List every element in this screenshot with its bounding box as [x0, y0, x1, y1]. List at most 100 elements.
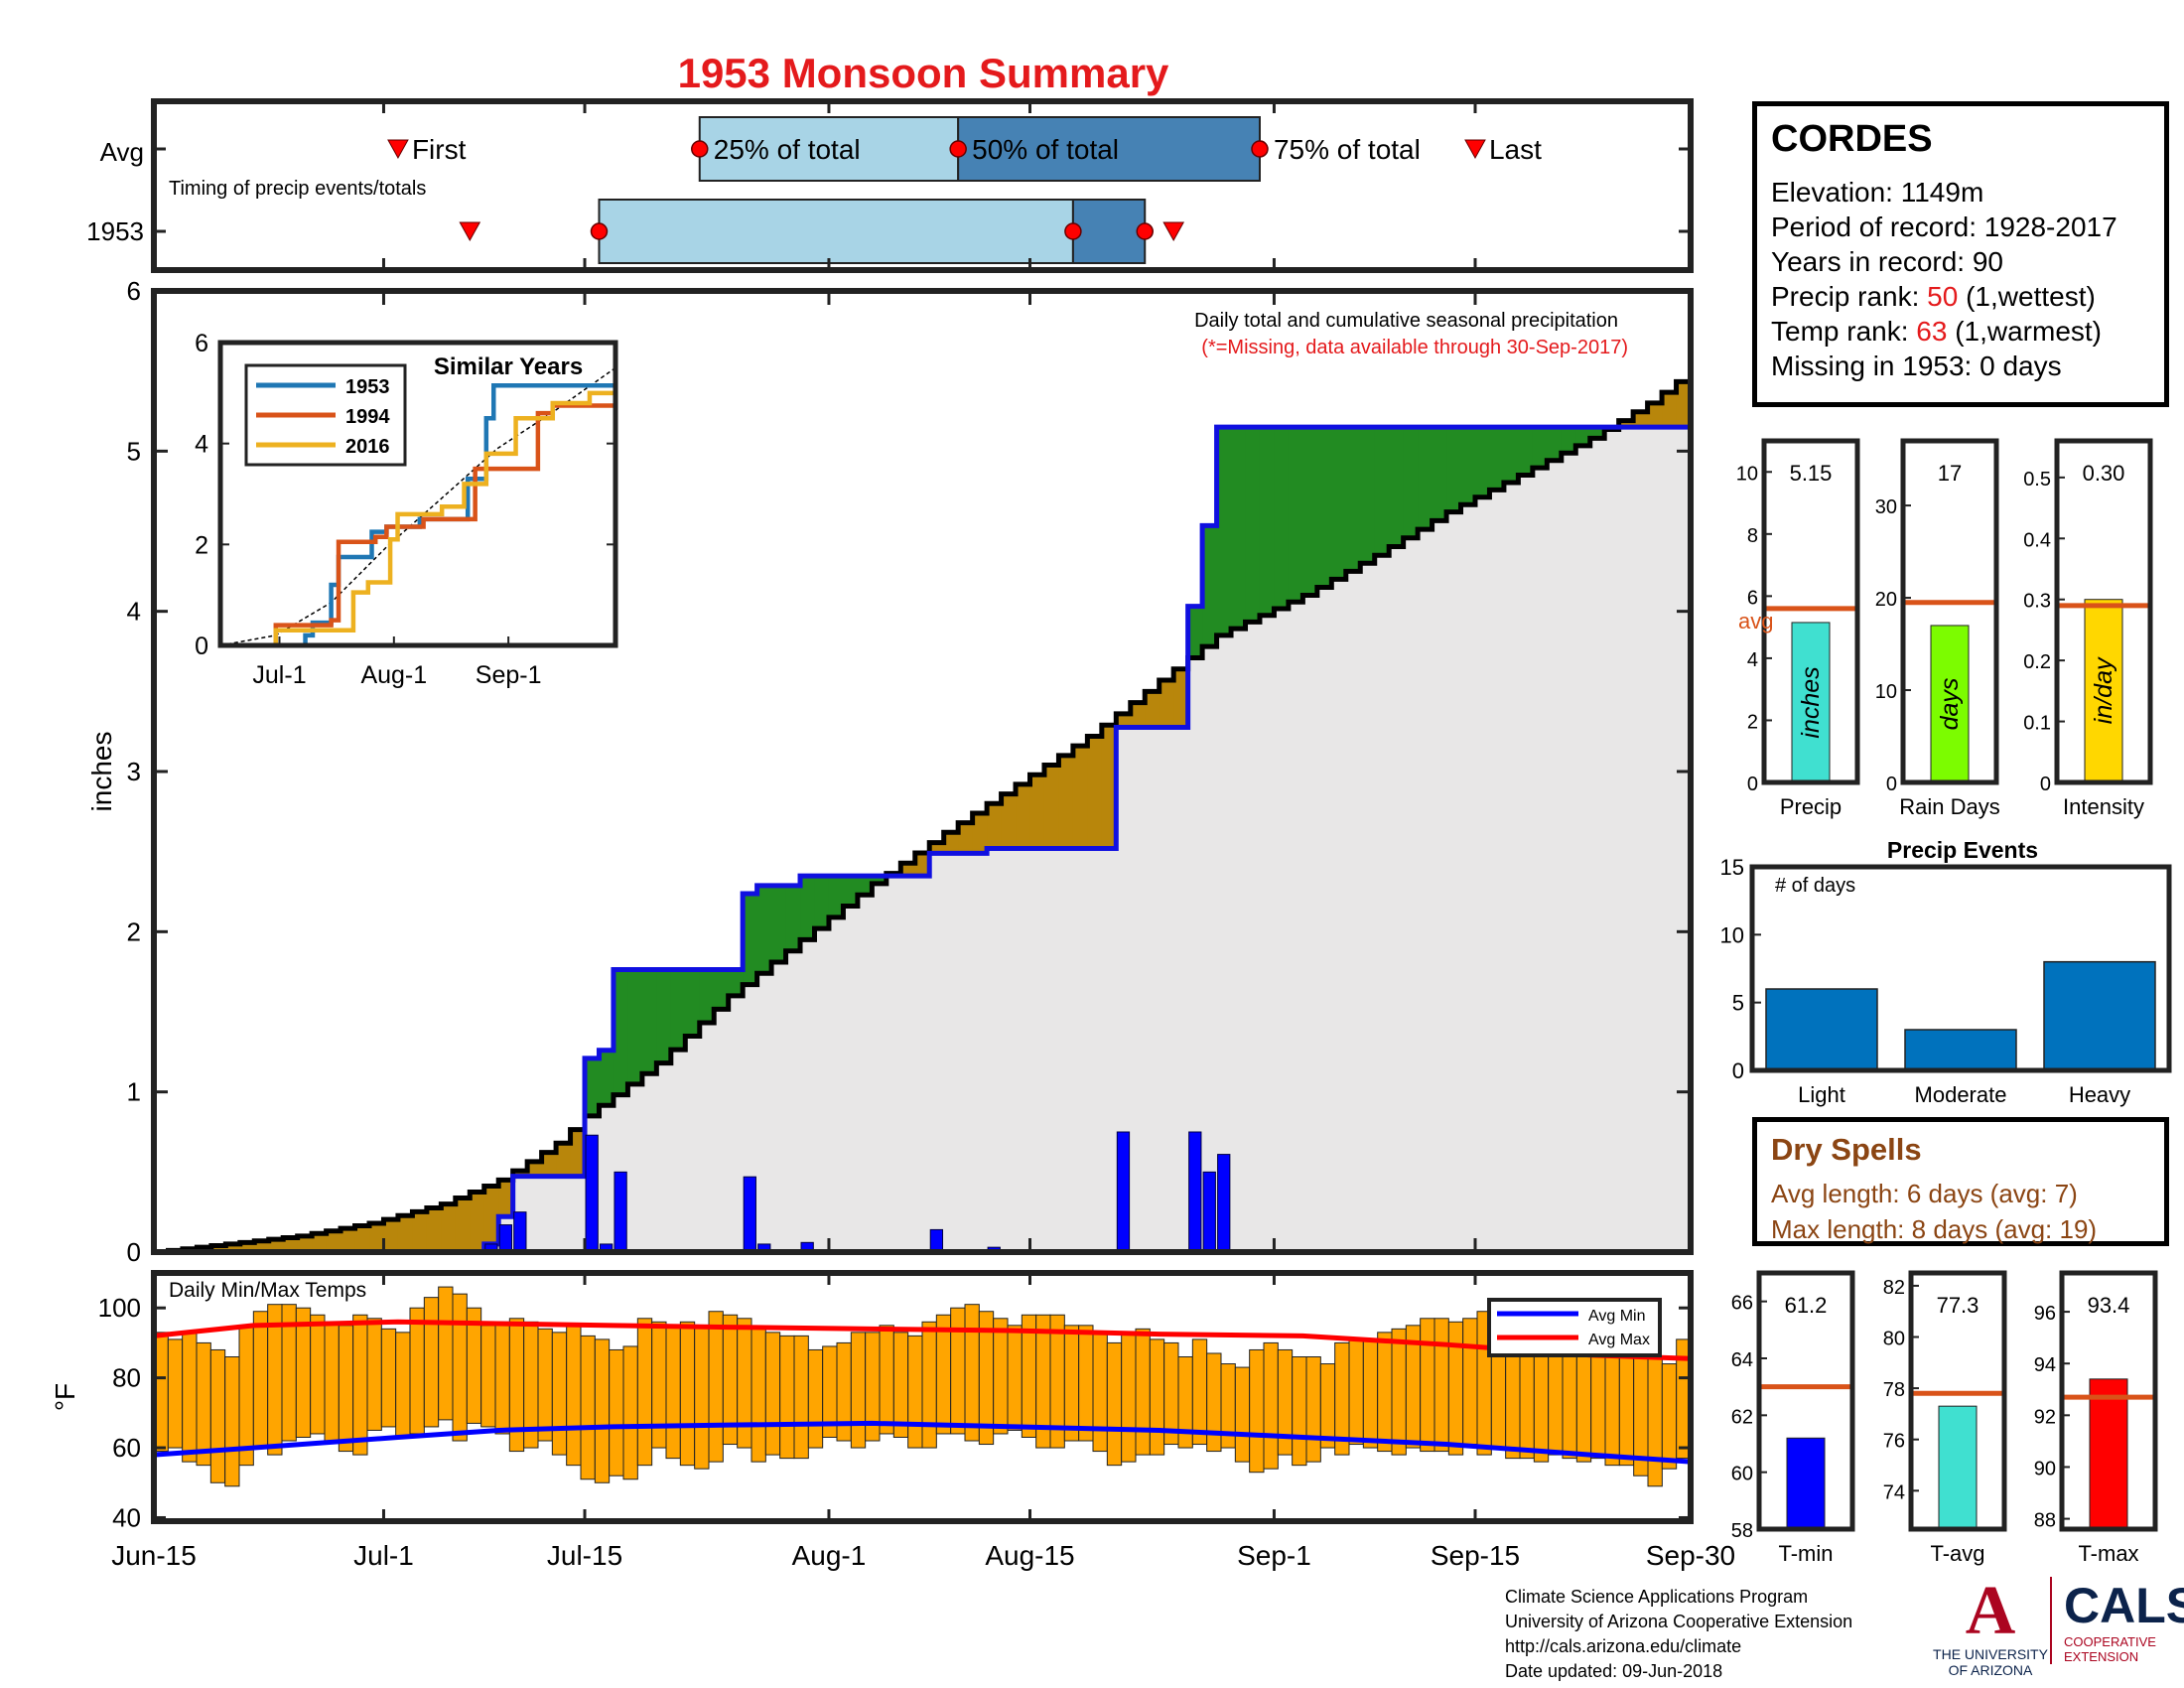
daily-temp-bar	[850, 1332, 867, 1449]
daily-temp-bar	[338, 1325, 354, 1453]
ua-logo-line-2: OF ARIZONA	[1948, 1662, 2033, 1678]
daily-temp-bar	[409, 1307, 425, 1435]
daily-precip-bar	[498, 1224, 513, 1253]
date-axis-tick-label: Jul-1	[353, 1540, 414, 1571]
tavg-frame	[1908, 1270, 2007, 1532]
wetter-than-avg-fill	[699, 969, 715, 1023]
daily-temp-bar	[1377, 1332, 1393, 1453]
tmin-ytick-label: 58	[1731, 1520, 1753, 1542]
cals-logo-line-1: COOPERATIVE	[2064, 1634, 2156, 1649]
credits-line-3[interactable]: http://cals.arizona.edu/climate	[1505, 1636, 1742, 1656]
daily-temp-bar	[921, 1321, 937, 1449]
daily-precip-bar	[743, 1176, 756, 1253]
inset-series-2016	[220, 367, 618, 648]
temps-ylabel: °F	[50, 1383, 80, 1411]
tavg-ytick-label: 76	[1883, 1431, 1905, 1453]
daily-temp-bar	[1433, 1318, 1449, 1453]
year-p25-marker	[590, 222, 609, 240]
daily-temp-bar	[580, 1335, 596, 1480]
events-category-label-light: Light	[1798, 1082, 1845, 1107]
drier-than-avg-fill	[470, 1192, 485, 1252]
wetter-than-avg-fill	[1518, 427, 1534, 476]
wetter-than-avg-fill	[714, 969, 730, 1010]
university-of-arizona-logo[interactable]: A THE UNIVERSITY OF ARIZONA	[1926, 1577, 2055, 1679]
events-bar-moderate	[1904, 1029, 2017, 1071]
drier-than-avg-fill	[1159, 680, 1174, 728]
tmin-bar	[1786, 1437, 1826, 1530]
tavg-ytick-label: 80	[1883, 1329, 1905, 1350]
drier-than-avg-fill	[914, 852, 930, 877]
drier-than-avg-fill	[1072, 746, 1088, 849]
precip-value-label: 5.15	[1790, 461, 1833, 486]
daily-precip-bar	[1116, 1131, 1131, 1253]
wetter-than-avg-fill	[1418, 427, 1433, 530]
credits-line-2: University of Arizona Cooperative Extens…	[1505, 1612, 1853, 1631]
daily-temp-bar	[423, 1297, 440, 1428]
temps-marks: 40 60 80 100	[98, 1273, 1693, 1532]
drier-than-avg-fill	[455, 1197, 471, 1252]
daily-temp-bar	[907, 1335, 923, 1449]
wetter-than-avg-fill	[1259, 427, 1276, 616]
inset-xtick-label: Aug-1	[360, 661, 427, 689]
wetter-than-avg-fill	[613, 969, 629, 1095]
drier-than-avg-fill	[1145, 691, 1160, 728]
cals-logo[interactable]: CALS COOPERATIVE EXTENSION	[2050, 1577, 2184, 1664]
daily-temp-bar	[737, 1318, 752, 1449]
daily-temp-bar	[935, 1314, 952, 1435]
drier-than-avg-fill	[527, 1161, 543, 1177]
credits-line-4: Date updated: 09-Jun-2018	[1505, 1661, 1723, 1681]
tmin-ytick-label: 62	[1731, 1406, 1753, 1428]
wetter-than-avg-fill	[1460, 427, 1476, 505]
temps-ytick-label: 80	[112, 1363, 141, 1393]
daily-temp-bar	[694, 1325, 710, 1470]
station-missing: Missing in 1953: 0 days	[1771, 351, 2062, 381]
drier-than-avg-fill	[1647, 402, 1663, 428]
inset-legend: 1953 1994 2016	[244, 363, 407, 467]
date-axis-tick-label: Sep-1	[1237, 1540, 1311, 1571]
drier-than-avg-fill	[1029, 774, 1045, 849]
temps-panel: 40 60 80 100 Daily Min/Max Temps °F Avg Min…	[50, 1270, 1694, 1532]
rain-days-category-label: Rain Days	[1899, 794, 1999, 819]
daily-temp-bar	[494, 1321, 510, 1435]
drier-than-avg-fill	[341, 1228, 356, 1252]
precip-ytick-label: 6	[1747, 587, 1758, 609]
daily-temp-bar	[665, 1325, 681, 1460]
daily-temp-bar	[879, 1325, 894, 1435]
tavg-value-label: 77.3	[1937, 1293, 1979, 1318]
tmin-category-label: T-min	[1779, 1541, 1834, 1566]
wetter-than-avg-fill	[1345, 427, 1361, 572]
daily-temp-bar	[252, 1311, 269, 1449]
tavg-ytick-label: 82	[1883, 1277, 1905, 1299]
daily-temp-bar	[764, 1332, 781, 1456]
daily-temp-bar	[1447, 1321, 1464, 1456]
avg-last-marker	[1464, 139, 1486, 160]
daily-temp-bar	[1462, 1318, 1478, 1446]
daily-temp-bar	[1319, 1363, 1336, 1449]
year-box-25-50	[598, 199, 1074, 264]
intensity-frame	[2054, 438, 2153, 785]
daily-temp-bar	[609, 1348, 624, 1477]
tmin-value-label: 61.2	[1785, 1293, 1828, 1318]
dry-spells-max-length: Max length: 8 days (avg: 19)	[1771, 1214, 2098, 1244]
timing-marks: First 25% of total 50% of total 75% of tota…	[152, 101, 1693, 270]
cumulative-ytick-label: 5	[127, 436, 141, 466]
tmax-ytick-label: 88	[2034, 1510, 2056, 1532]
year-box-50-75	[1071, 199, 1147, 264]
daily-precip-bar	[1217, 1154, 1231, 1253]
timing-panel: First 25% of total 50% of total 75% of tota…	[86, 98, 1694, 273]
daily-temp-bar	[950, 1307, 966, 1435]
tmin-ytick-label: 66	[1731, 1293, 1753, 1315]
drier-than-avg-fill	[1001, 793, 1017, 849]
daily-temp-bar	[224, 1356, 240, 1487]
precip-ytick-label: 4	[1747, 649, 1758, 671]
avg-max-line	[153, 1319, 1692, 1361]
daily-temp-bar	[1618, 1345, 1635, 1467]
date-axis-tick-label: Aug-1	[792, 1540, 867, 1571]
drier-than-avg-fill	[297, 1235, 313, 1252]
tmin-ytick-label: 60	[1731, 1464, 1753, 1485]
avg-box-50-75	[957, 116, 1261, 182]
daily-temp-bar	[1121, 1332, 1137, 1463]
tmax-value-label: 93.4	[2088, 1293, 2130, 1318]
daily-temp-bar	[352, 1314, 368, 1456]
daily-temp-bar	[1647, 1356, 1663, 1487]
